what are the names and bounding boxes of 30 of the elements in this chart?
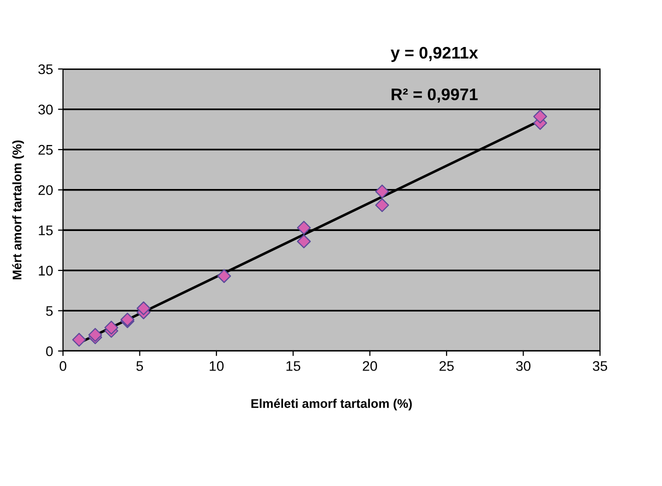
point: [72, 332, 86, 347]
x-tick-label: 35: [592, 361, 608, 371]
point: [296, 234, 311, 248]
y-tick-label: 30: [38, 104, 53, 114]
x-tick-label: 0: [60, 361, 66, 371]
y-tick-label: 15: [38, 226, 53, 236]
point: [217, 269, 232, 283]
y-tick-label: 35: [38, 64, 53, 74]
x-tick-label: 25: [440, 361, 454, 371]
y-tick-label: 20: [38, 185, 53, 196]
annotation: R² = 0,9971: [392, 88, 478, 103]
x-tick-label: 15: [286, 361, 300, 371]
point: [375, 184, 390, 198]
point: [104, 320, 118, 335]
point: [296, 220, 311, 235]
y-tick-label: 0: [46, 346, 53, 356]
x-tick-label: 30: [516, 361, 530, 371]
y-axis-title: Mért amorf tartalom (%): [12, 140, 24, 280]
x-tick-label: 5: [136, 361, 143, 371]
y-tick-label: 5: [46, 306, 53, 316]
point: [375, 198, 390, 212]
x-tick-label: 10: [210, 361, 224, 371]
text: y = 0,9211x: [390, 46, 478, 62]
point: [533, 110, 548, 124]
point: [136, 301, 150, 316]
y-tick-label: 25: [38, 144, 53, 155]
y-tick-label: 10: [38, 266, 53, 276]
x-tick-label: 20: [362, 361, 378, 371]
x-axis-title: Elméleti amorf tartalom (%): [251, 398, 412, 410]
point: [88, 328, 102, 342]
